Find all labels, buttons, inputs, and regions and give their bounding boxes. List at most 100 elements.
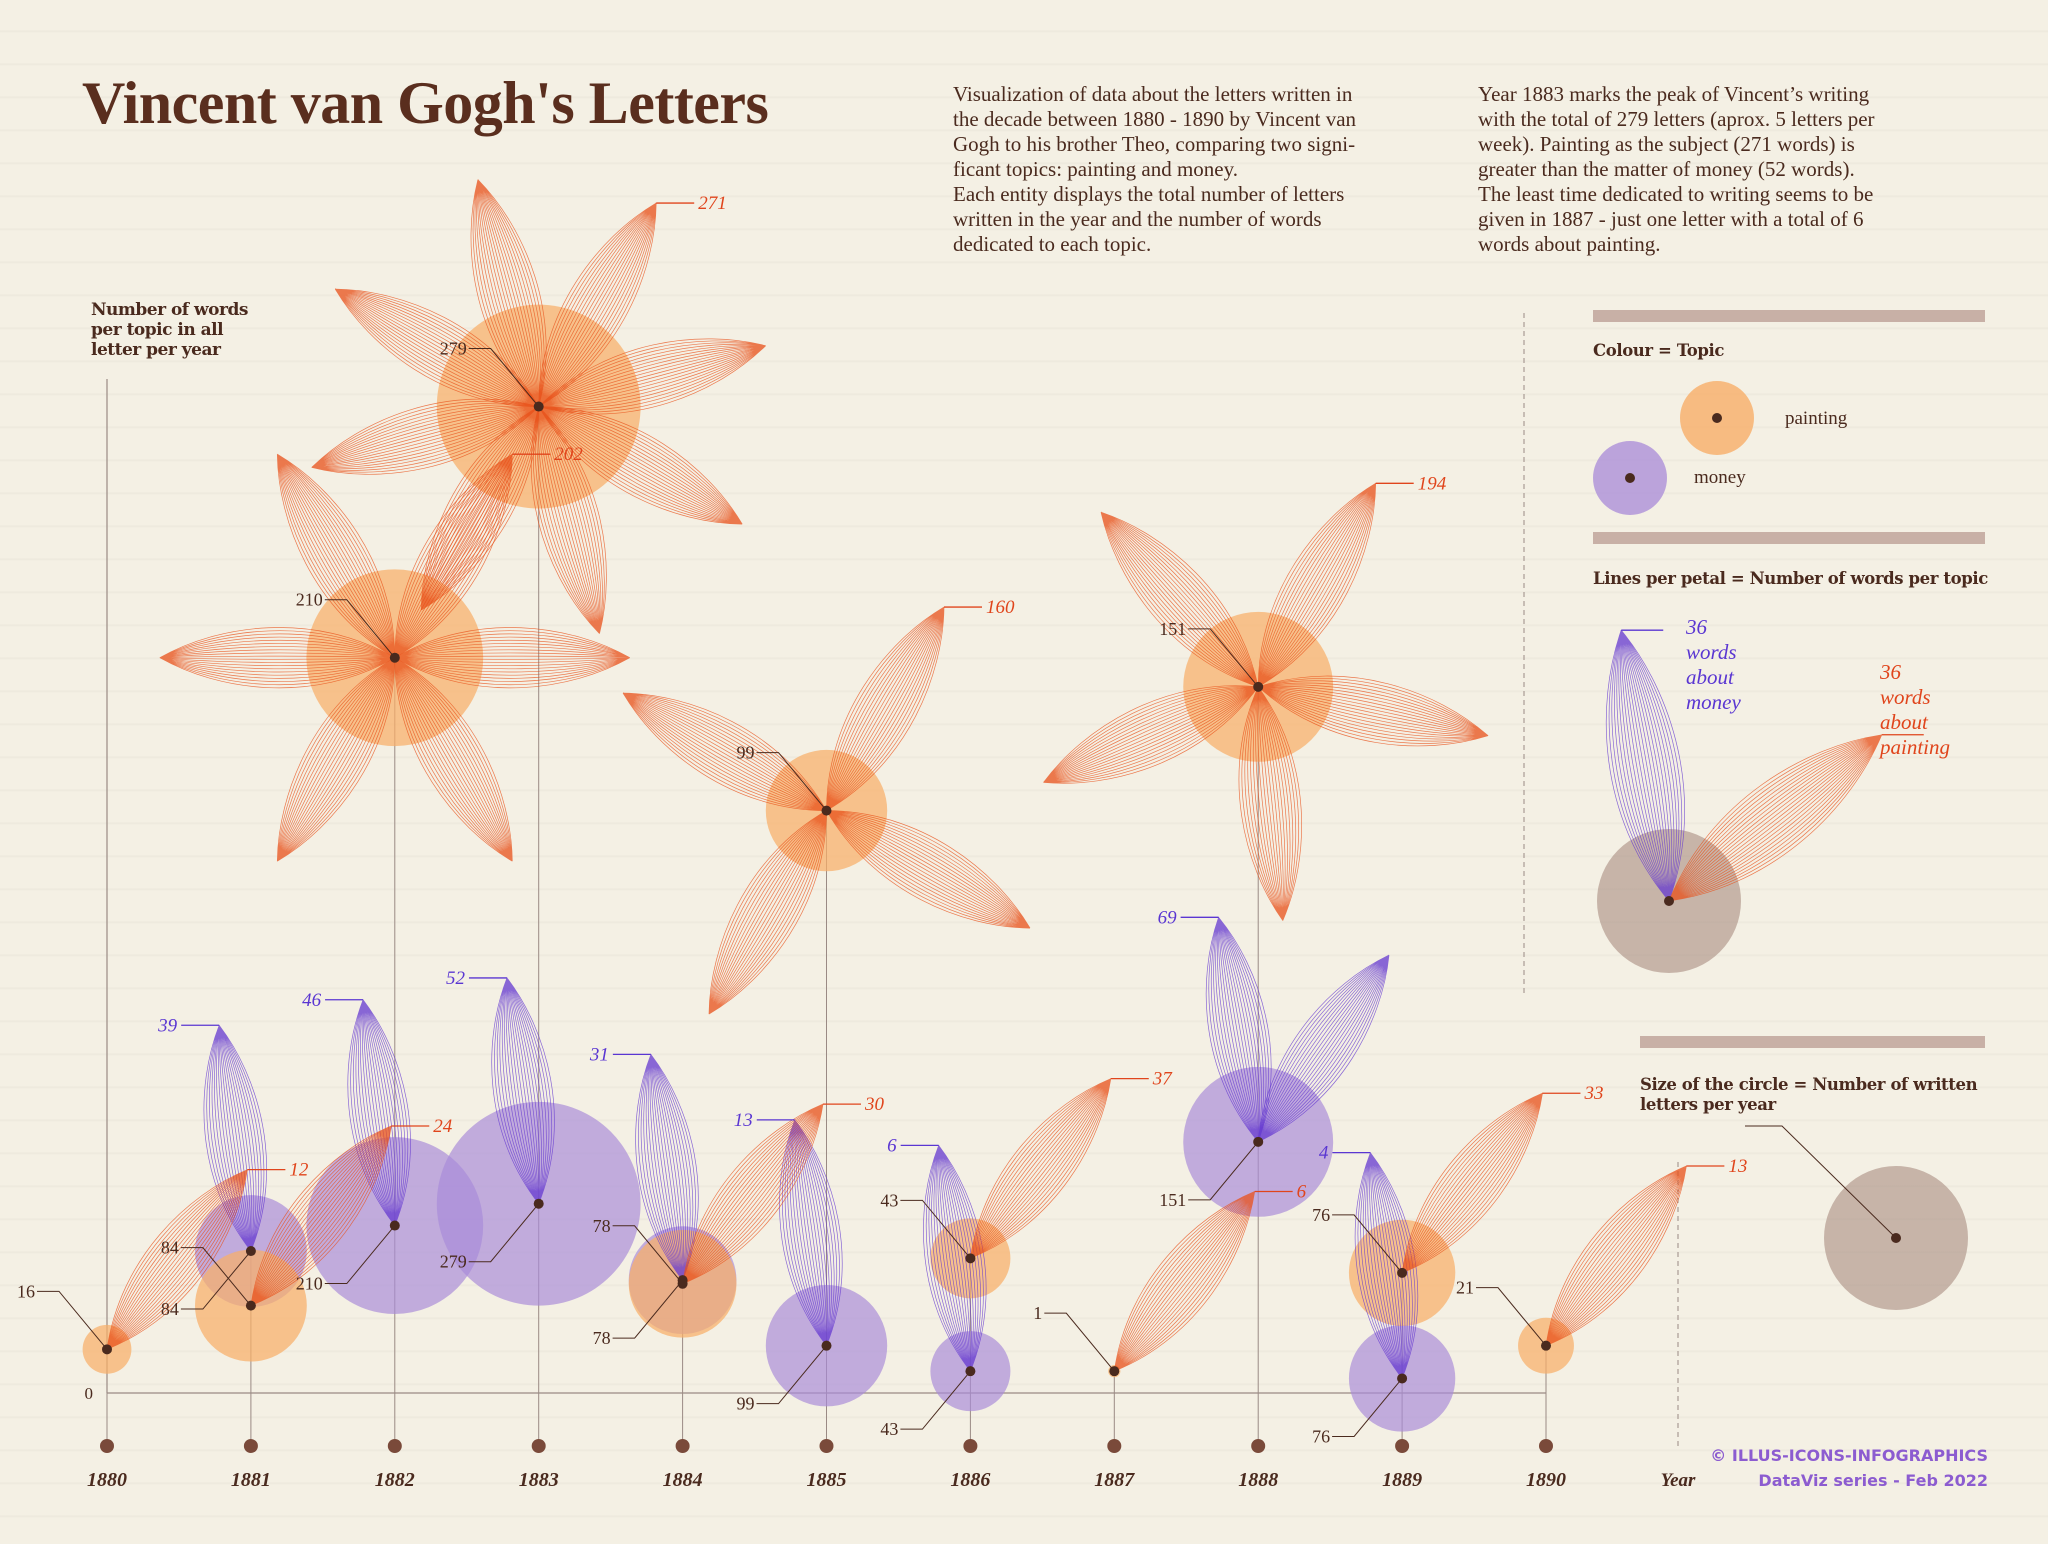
petal <box>538 406 743 525</box>
letter-count-label: 279 <box>440 1252 467 1272</box>
legend-money-label: money <box>1694 467 1746 488</box>
letter-count-label: 99 <box>737 743 755 763</box>
word-count-label: 6 <box>887 1135 897 1156</box>
label-leader <box>180 1250 252 1310</box>
petal <box>538 338 766 415</box>
letter-count-label: 16 <box>17 1281 35 1301</box>
center-dot <box>389 1220 400 1231</box>
label-leader <box>1188 1141 1259 1201</box>
y-axis-label-line: Number of words <box>91 300 248 320</box>
petal <box>1257 675 1489 747</box>
year-label: 1886 <box>950 1469 990 1491</box>
label-leader <box>180 1247 252 1306</box>
letter-count-label: 84 <box>161 1238 179 1258</box>
legend-divider <box>1640 1036 1985 1048</box>
petal <box>347 999 411 1226</box>
legend-size-line: Size of the circle = Number of written <box>1640 1075 1978 1094</box>
letter-count-label: 43 <box>880 1419 898 1439</box>
legend-note-line: painting <box>1880 735 1951 759</box>
word-count-label: 271 <box>698 193 727 214</box>
word-count-label: 69 <box>1158 907 1178 928</box>
letter-count-label: 43 <box>880 1190 898 1210</box>
year-label: 1882 <box>375 1469 415 1491</box>
center-dot <box>1625 473 1635 483</box>
word-count-label: 37 <box>1152 1069 1174 1090</box>
legend-size-heading: Size of the circle = Number of written l… <box>1640 1075 1978 1115</box>
description-right: Year 1883 marks the peak of Vincent’s wr… <box>1478 82 1958 257</box>
description-left: Visualization of data about the letters … <box>953 82 1433 257</box>
description-line: words about painting. <box>1478 232 1661 256</box>
year-label: 1890 <box>1526 1469 1566 1491</box>
year-dot <box>531 1439 546 1453</box>
center-dot <box>677 1278 688 1289</box>
label-leader <box>37 1290 108 1350</box>
petal <box>334 288 540 407</box>
year-label: 1884 <box>663 1469 703 1491</box>
description-line: the decade between 1880 - 1890 by Vincen… <box>953 107 1357 131</box>
legend-note-line: 36 <box>1686 615 1707 639</box>
petal <box>1605 629 1685 902</box>
letter-count-label: 151 <box>1159 1190 1186 1210</box>
word-count-label: 33 <box>1583 1083 1603 1104</box>
petal <box>530 406 607 634</box>
center-dot <box>1253 681 1264 692</box>
petals <box>106 179 1687 1379</box>
legend-note-line: words <box>1880 685 1931 709</box>
label-leader <box>1745 1125 1897 1239</box>
description-line: ficant topics: painting and money. <box>953 157 1238 181</box>
petal <box>708 810 827 1015</box>
legend-money-note: 36 words about money <box>1686 615 1741 715</box>
word-count-label: 52 <box>446 968 466 989</box>
petal <box>779 1119 843 1346</box>
description-line: written in the year and the number of wo… <box>953 207 1322 231</box>
label-leader <box>756 752 827 811</box>
legend-graphics <box>1593 381 1968 1310</box>
letter-count-label: 99 <box>737 1394 755 1414</box>
credit-line: DataViz series - Feb 2022 <box>1758 1471 1988 1490</box>
description-line: week). Painting as the subject (271 word… <box>1478 132 1855 156</box>
petal <box>276 657 396 862</box>
label-leader <box>612 1225 683 1285</box>
center-dot <box>1397 1373 1408 1384</box>
petal <box>394 657 513 862</box>
petal <box>1257 482 1377 688</box>
word-count-label: 12 <box>289 1160 309 1181</box>
petal <box>276 453 396 659</box>
petal <box>1545 1165 1687 1347</box>
description-line: dedicated to each topic. <box>953 232 1152 256</box>
y-axis-label-line: letter per year <box>91 340 221 360</box>
petal <box>250 1125 392 1306</box>
letter-count-label: 21 <box>1456 1278 1474 1298</box>
center-dot <box>1712 413 1722 423</box>
year-label: 1883 <box>519 1469 559 1491</box>
legend-note-line: money <box>1686 690 1741 714</box>
word-count-label: 4 <box>1319 1143 1329 1164</box>
legend-divider <box>1593 532 1985 544</box>
center-dot <box>533 1198 544 1209</box>
label-leader <box>900 1199 971 1259</box>
center-dot <box>1397 1267 1408 1278</box>
petal <box>1401 1092 1543 1274</box>
petal <box>394 627 630 689</box>
letter-count-label: 78 <box>593 1216 611 1236</box>
word-count-label: 30 <box>864 1094 885 1115</box>
word-count-label: 31 <box>589 1044 609 1065</box>
page-title: Vincent van Gogh's Letters <box>82 70 769 136</box>
petal <box>1257 954 1390 1143</box>
word-count-label: 194 <box>1418 473 1447 494</box>
legend-colour-heading: Colour = Topic <box>1593 341 1725 360</box>
center-dot <box>1891 1233 1901 1243</box>
petal <box>635 1054 699 1281</box>
x-axis-label: Year <box>1661 1470 1696 1491</box>
petal <box>826 606 945 811</box>
center-dot <box>389 652 400 663</box>
credit-line: © ILLUS-ICONS-INFOGRAPHICS <box>1710 1446 1988 1465</box>
legend-note-line: about <box>1686 665 1734 689</box>
year-dot <box>243 1439 258 1453</box>
letter-count-label: 84 <box>161 1299 179 1319</box>
description-line: Gogh to his brother Theo, comparing two … <box>953 132 1356 156</box>
legend-divider <box>1593 310 1985 322</box>
year-dot <box>963 1439 978 1453</box>
petal <box>1043 685 1259 784</box>
petal <box>682 1103 824 1285</box>
